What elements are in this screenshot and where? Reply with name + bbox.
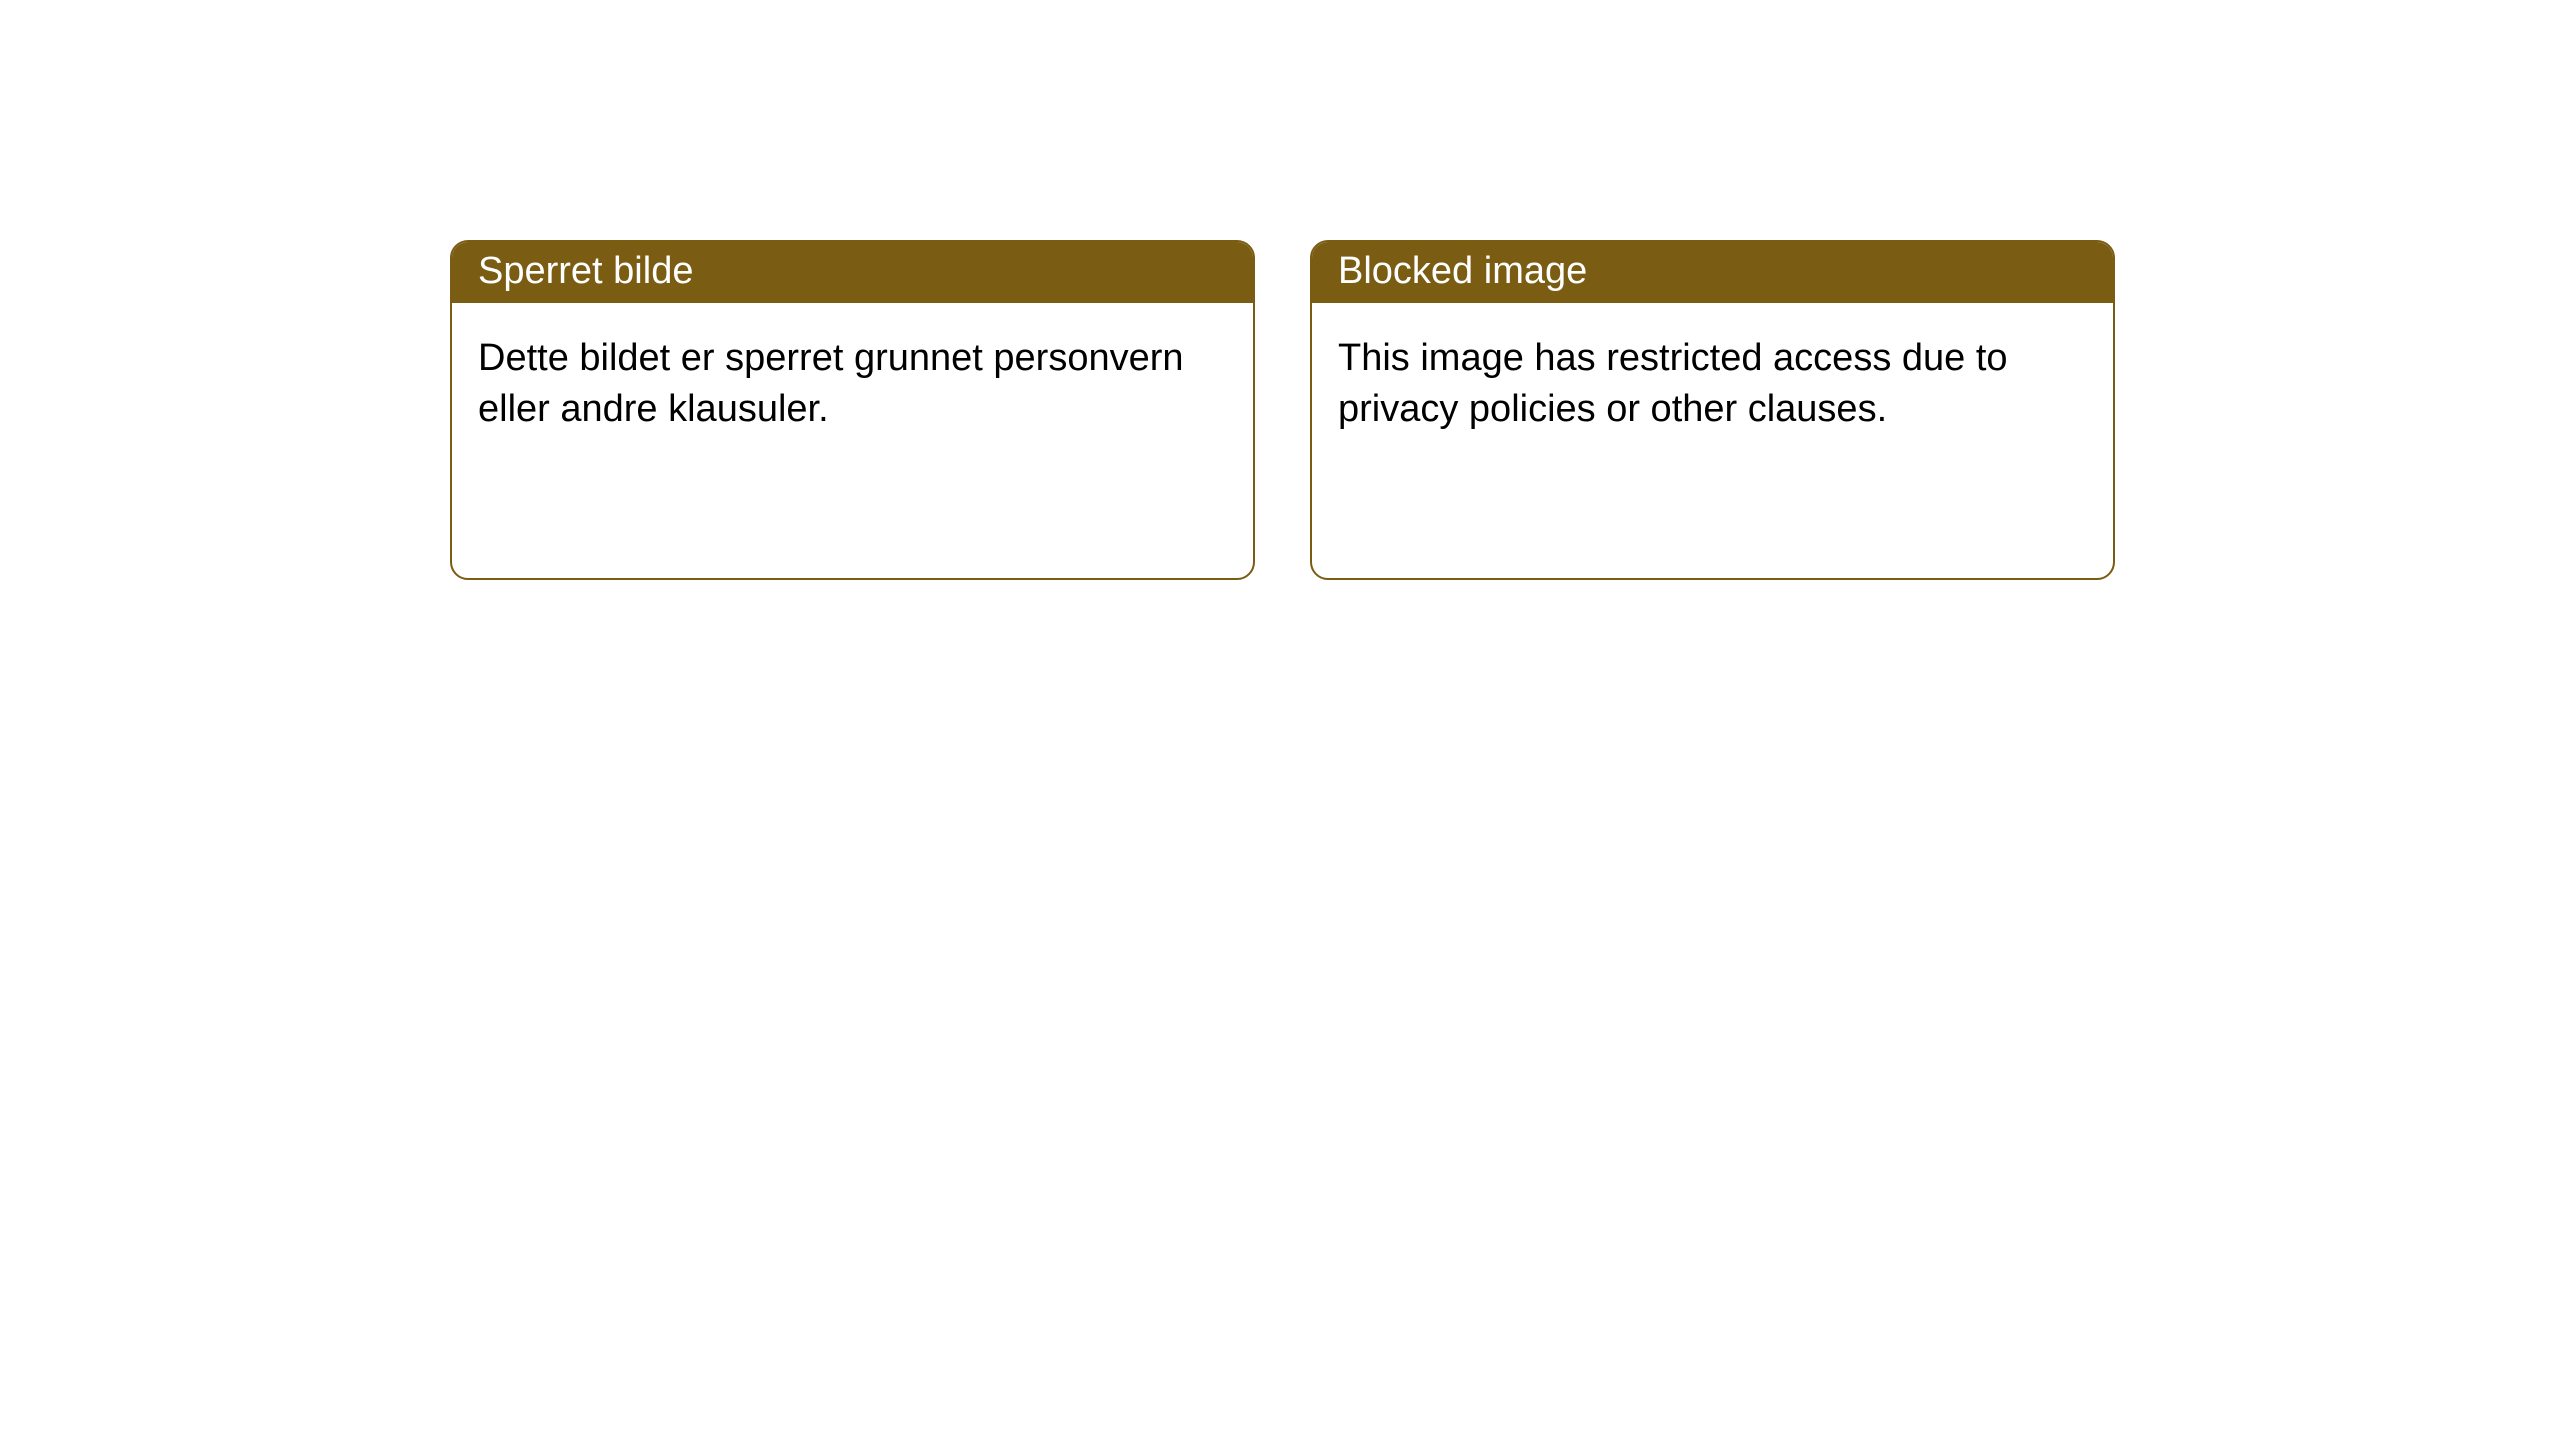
notice-message: This image has restricted access due to … xyxy=(1312,303,2113,578)
notice-message: Dette bildet er sperret grunnet personve… xyxy=(452,303,1253,578)
notice-title: Blocked image xyxy=(1312,242,2113,303)
notice-card-english: Blocked image This image has restricted … xyxy=(1310,240,2115,580)
notice-container: Sperret bilde Dette bildet er sperret gr… xyxy=(0,0,2560,580)
notice-title: Sperret bilde xyxy=(452,242,1253,303)
notice-card-norwegian: Sperret bilde Dette bildet er sperret gr… xyxy=(450,240,1255,580)
